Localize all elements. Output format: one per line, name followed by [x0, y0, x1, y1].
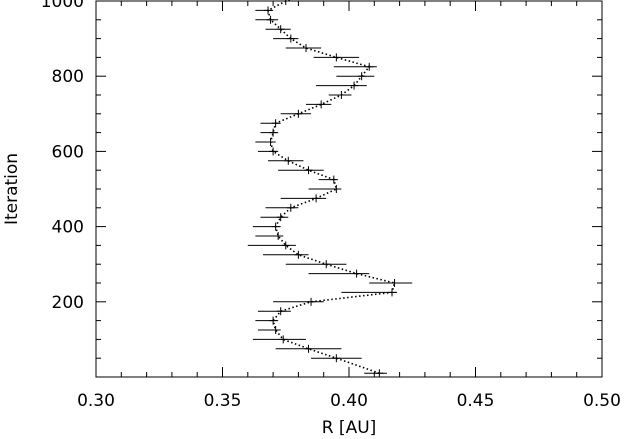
data-point-marker [266, 138, 275, 146]
data-point-marker [317, 100, 326, 109]
x-tick-label: 0.30 [77, 391, 115, 411]
data-point-marker [271, 222, 280, 231]
data-point-marker [365, 62, 374, 71]
data-point-marker [266, 15, 275, 24]
data-point-marker [284, 156, 293, 165]
data-point-marker [264, 6, 273, 15]
x-tick-label: 0.45 [457, 391, 495, 411]
data-point-marker [388, 288, 397, 297]
data-point-marker [294, 250, 303, 259]
data-point-marker [269, 147, 278, 156]
data-point-marker [269, 316, 278, 325]
y-tick-label: 200 [52, 293, 84, 313]
data-point-marker [271, 326, 280, 334]
data-point-marker [312, 194, 321, 203]
data-point-marker [276, 307, 285, 316]
series-layer [247, 0, 413, 378]
y-tick-label: 1000 [41, 0, 84, 12]
data-point-marker [332, 53, 341, 62]
data-point-marker [286, 34, 295, 43]
y-axis-label: Iteration [2, 153, 22, 225]
data-point-marker [294, 109, 303, 118]
x-tick-label: 0.35 [204, 391, 242, 411]
data-point-marker [329, 175, 338, 184]
data-point-marker [301, 44, 310, 52]
data-point-marker [281, 241, 290, 250]
data-point-marker [332, 185, 341, 193]
data-point-marker [286, 203, 295, 212]
data-point-marker [279, 335, 288, 344]
x-tick-label: 0.40 [330, 391, 368, 411]
y-tick-label: 600 [52, 142, 84, 162]
y-tick-label: 400 [52, 218, 84, 238]
x-axis-label: R [AU] [322, 418, 377, 438]
y-tick-label: 800 [52, 67, 84, 87]
x-tick-label: 0.50 [583, 391, 621, 411]
data-point-marker [269, 128, 278, 137]
data-point-marker [390, 279, 399, 287]
data-point-marker [274, 232, 283, 240]
data-point-marker [350, 81, 359, 90]
data-point-marker [307, 297, 316, 306]
data-point-marker [375, 369, 384, 378]
data-point-marker [276, 25, 285, 34]
data-point-marker [322, 260, 331, 269]
data-point-marker [332, 354, 341, 363]
data-point-marker [337, 91, 346, 99]
data-point-marker [276, 213, 285, 222]
data-point-marker [304, 344, 313, 353]
series-line [267, 0, 396, 374]
data-point-marker [357, 72, 366, 81]
data-point-marker [304, 166, 313, 175]
data-point-marker [352, 269, 361, 278]
ticks-layer: 0.30 0.35 0.40 0.45 0.50 200 400 600 800 1000 [41, 0, 621, 411]
data-point-marker [271, 119, 280, 128]
